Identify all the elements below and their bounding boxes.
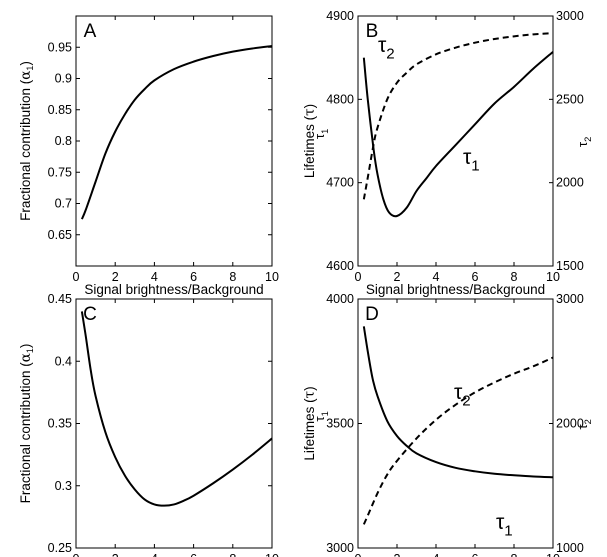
y-tick-label: 4000: [326, 292, 354, 306]
y-tick-label: 0.35: [48, 417, 72, 431]
y-tick-label: 0.7: [55, 197, 72, 211]
x-tick-label: 0: [355, 270, 362, 284]
y2-tick-label: 2000: [556, 176, 584, 190]
axes-box: [358, 299, 553, 548]
x-tick-label: 6: [190, 552, 197, 557]
y-tick-label: 4800: [326, 92, 354, 106]
x-tick-label: 10: [265, 552, 279, 557]
y2-tick-label: 2500: [556, 92, 584, 106]
x-tick-label: 2: [112, 552, 119, 557]
x-tick-label: 8: [229, 552, 236, 557]
x-tick-label: 0: [73, 270, 80, 284]
panel-label: B: [366, 21, 379, 42]
y2-tick-label: 1500: [556, 259, 584, 273]
y-tick-label: 0.85: [48, 103, 72, 117]
svg-text:τ1: τ1: [496, 511, 513, 540]
annotation-tau1: τ1: [496, 511, 513, 540]
x-tick-label: 2: [394, 552, 401, 557]
panel-d: 0246810300035004000100020003000Signal br…: [302, 292, 593, 557]
y-axis-label: Fractional contribution (α1): [18, 61, 35, 221]
svg-text:τ2: τ2: [454, 381, 471, 410]
x-tick-label: 4: [433, 552, 440, 557]
svg-text:τ2: τ2: [378, 34, 395, 63]
x-tick-label: 10: [265, 270, 279, 284]
y2-tick-label: 3000: [556, 9, 584, 23]
y-axis-label: Lifetimes (τ): [302, 386, 318, 460]
annotation-tau1: τ1: [463, 146, 480, 175]
series-line: [82, 311, 272, 505]
panel-label: C: [83, 304, 97, 325]
y-tick-label: 3500: [326, 417, 354, 431]
y-axis-label: Fractional contribution (α1): [18, 344, 35, 504]
y-axis-label: Lifetimes (τ): [302, 104, 318, 178]
y-tick-label: 0.3: [55, 479, 72, 493]
y-tick-label: 0.95: [48, 40, 72, 54]
series-line: [82, 46, 272, 219]
axes-box: [76, 16, 272, 266]
x-tick-label: 0: [73, 552, 80, 557]
y-tick-label: 0.8: [55, 134, 72, 148]
y-tick-label: 4600: [326, 259, 354, 273]
y-tick-label: 0.25: [48, 541, 72, 555]
x-tick-label: 6: [472, 552, 479, 557]
panel-label: A: [84, 21, 97, 42]
svg-text:τ2: τ2: [575, 137, 593, 147]
annotation-tau2: τ2: [378, 34, 395, 63]
y2-tick-label: 1000: [556, 541, 584, 555]
y2-tick-label: 3000: [556, 292, 584, 306]
y-tick-label: 0.45: [48, 292, 72, 306]
y-tick-label: 0.4: [55, 354, 72, 368]
x-axis-label: Signal brightness/Background: [366, 282, 545, 297]
x-axis-label: Signal brightness/Background: [84, 282, 263, 297]
y-tick-label: 4900: [326, 9, 354, 23]
y-tick-label: 0.75: [48, 165, 72, 179]
x-tick-label: 0: [355, 552, 362, 557]
annotation-tau2: τ2: [454, 381, 471, 410]
series-line-tau1: [364, 52, 553, 216]
y-tick-label: 3000: [326, 541, 354, 555]
y-tick-label: 0.65: [48, 228, 72, 242]
x-tick-label: 4: [151, 552, 158, 557]
panel-b: 0 2 4 6 8 1046004700480049001500200025003000S…: [302, 9, 593, 297]
svg-text:τ1: τ1: [463, 146, 480, 175]
x-tick-label: 8: [511, 552, 518, 557]
axes-box: [76, 299, 272, 548]
right-axis-tag: τ2: [575, 137, 593, 147]
panel-label: D: [365, 304, 379, 325]
y-tick-label: 4700: [326, 176, 354, 190]
y-tick-label: 0.9: [55, 72, 72, 86]
